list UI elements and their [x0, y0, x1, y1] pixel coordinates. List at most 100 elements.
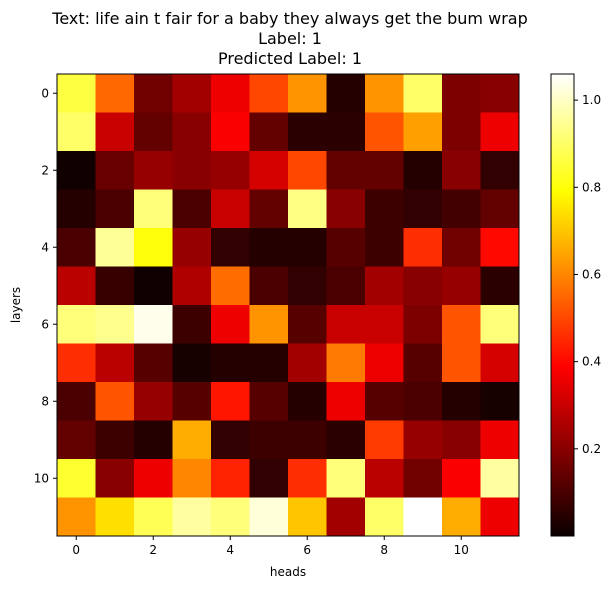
- heatmap-cell: [442, 189, 481, 229]
- heatmap-cell: [134, 189, 173, 229]
- heatmap-cell: [95, 459, 135, 498]
- y-tick-label: 8: [41, 394, 49, 408]
- heatmap-cell: [288, 266, 327, 306]
- y-axis-label: layers: [9, 287, 23, 323]
- heatmap-cell: [288, 459, 327, 498]
- heatmap-cell: [480, 189, 520, 229]
- heatmap-cell: [57, 305, 96, 344]
- heatmap-cell: [288, 420, 327, 460]
- colorbar: [550, 73, 575, 537]
- heatmap-cell: [249, 189, 289, 229]
- heatmap-cell: [172, 228, 212, 267]
- heatmap-cell: [249, 74, 289, 113]
- heatmap-cell: [326, 74, 366, 113]
- heatmap-cell: [95, 382, 135, 421]
- heatmap-cell: [365, 497, 404, 537]
- heatmap-cell: [211, 74, 250, 113]
- heatmap-cell: [480, 228, 520, 267]
- heatmap-cell: [57, 112, 96, 152]
- heatmap-cell: [249, 305, 289, 344]
- heatmap-cell: [172, 382, 212, 421]
- heatmap-cell: [288, 382, 327, 421]
- heatmap-cell: [172, 420, 212, 460]
- x-tick-label: 2: [149, 543, 157, 557]
- x-tick-label: 8: [380, 543, 388, 557]
- heatmap-cell: [326, 305, 366, 344]
- heatmap-cell: [442, 266, 481, 306]
- heatmap-cell: [480, 151, 520, 190]
- heatmap-cell: [211, 343, 250, 383]
- heatmap-cell: [403, 189, 443, 229]
- heatmap-cell: [211, 305, 250, 344]
- heatmap-cell: [249, 459, 289, 498]
- heatmap-cell: [172, 343, 212, 383]
- heatmap-cell: [249, 497, 289, 537]
- heatmap-cell: [480, 420, 520, 460]
- heatmap-cell: [211, 382, 250, 421]
- heatmap-cell: [134, 420, 173, 460]
- heatmap-cell: [57, 74, 96, 113]
- heatmap-cell: [365, 266, 404, 306]
- heatmap-cell: [480, 343, 520, 383]
- heatmap-cell: [442, 228, 481, 267]
- heatmap-cell: [480, 74, 520, 113]
- colorbar-tick-label: 1.0: [582, 93, 601, 107]
- heatmap-cell: [288, 497, 327, 537]
- heatmap-cell: [442, 497, 481, 537]
- heatmap-cell: [211, 151, 250, 190]
- heatmap-cell: [172, 74, 212, 113]
- x-axis-ticks: 0 2 4 6 8 10: [72, 536, 469, 557]
- heatmap-cell: [288, 112, 327, 152]
- chart-title-line-3: Predicted Label: 1: [218, 49, 362, 68]
- heatmap-cell: [365, 74, 404, 113]
- heatmap-cell: [211, 189, 250, 229]
- heatmap-cell: [326, 497, 366, 537]
- heatmap-cell: [403, 459, 443, 498]
- heatmap-cell: [134, 343, 173, 383]
- x-tick-label: 6: [303, 543, 311, 557]
- colorbar-tick-label: 0.6: [582, 267, 601, 281]
- heatmap-cell: [403, 266, 443, 306]
- heatmap-cell: [211, 112, 250, 152]
- heatmap-cell: [57, 497, 96, 537]
- heatmap-cell: [57, 266, 96, 306]
- heatmap-cell: [57, 382, 96, 421]
- heatmap-cell: [403, 343, 443, 383]
- heatmap-cell: [57, 343, 96, 383]
- heatmap-cell: [326, 459, 366, 498]
- heatmap-cell: [288, 74, 327, 113]
- heatmap-cell: [480, 266, 520, 306]
- heatmap-cell: [365, 189, 404, 229]
- heatmap-cell: [172, 112, 212, 152]
- heatmap-cell: [95, 343, 135, 383]
- heatmap-cell: [172, 189, 212, 229]
- heatmap-cell: [57, 189, 96, 229]
- heatmap-cell: [249, 112, 289, 152]
- x-tick-label: 4: [226, 543, 234, 557]
- heatmap-cell: [403, 228, 443, 267]
- heatmap-cell: [249, 228, 289, 267]
- heatmap-cell: [95, 189, 135, 229]
- heatmap-cell: [403, 382, 443, 421]
- heatmap-cell: [288, 189, 327, 229]
- chart-title-line-2: Label: 1: [258, 29, 322, 48]
- heatmap-cell: [442, 112, 481, 152]
- heatmap-cell: [249, 382, 289, 421]
- heatmap-cell: [211, 266, 250, 306]
- heatmap-cell: [442, 151, 481, 190]
- x-tick-label: 0: [72, 543, 80, 557]
- heatmap-cells: [57, 74, 520, 537]
- heatmap-cell: [403, 497, 443, 537]
- heatmap-cell: [365, 459, 404, 498]
- heatmap-cell: [326, 266, 366, 306]
- heatmap-cell: [95, 266, 135, 306]
- heatmap-cell: [134, 382, 173, 421]
- heatmap-cell: [211, 228, 250, 267]
- heatmap-cell: [480, 459, 520, 498]
- plot-frame: [56, 73, 520, 537]
- heatmap-cell: [442, 74, 481, 113]
- heatmap-cell: [172, 151, 212, 190]
- heatmap-cell: [249, 343, 289, 383]
- heatmap-cell: [95, 420, 135, 460]
- heatmap-cell: [134, 112, 173, 152]
